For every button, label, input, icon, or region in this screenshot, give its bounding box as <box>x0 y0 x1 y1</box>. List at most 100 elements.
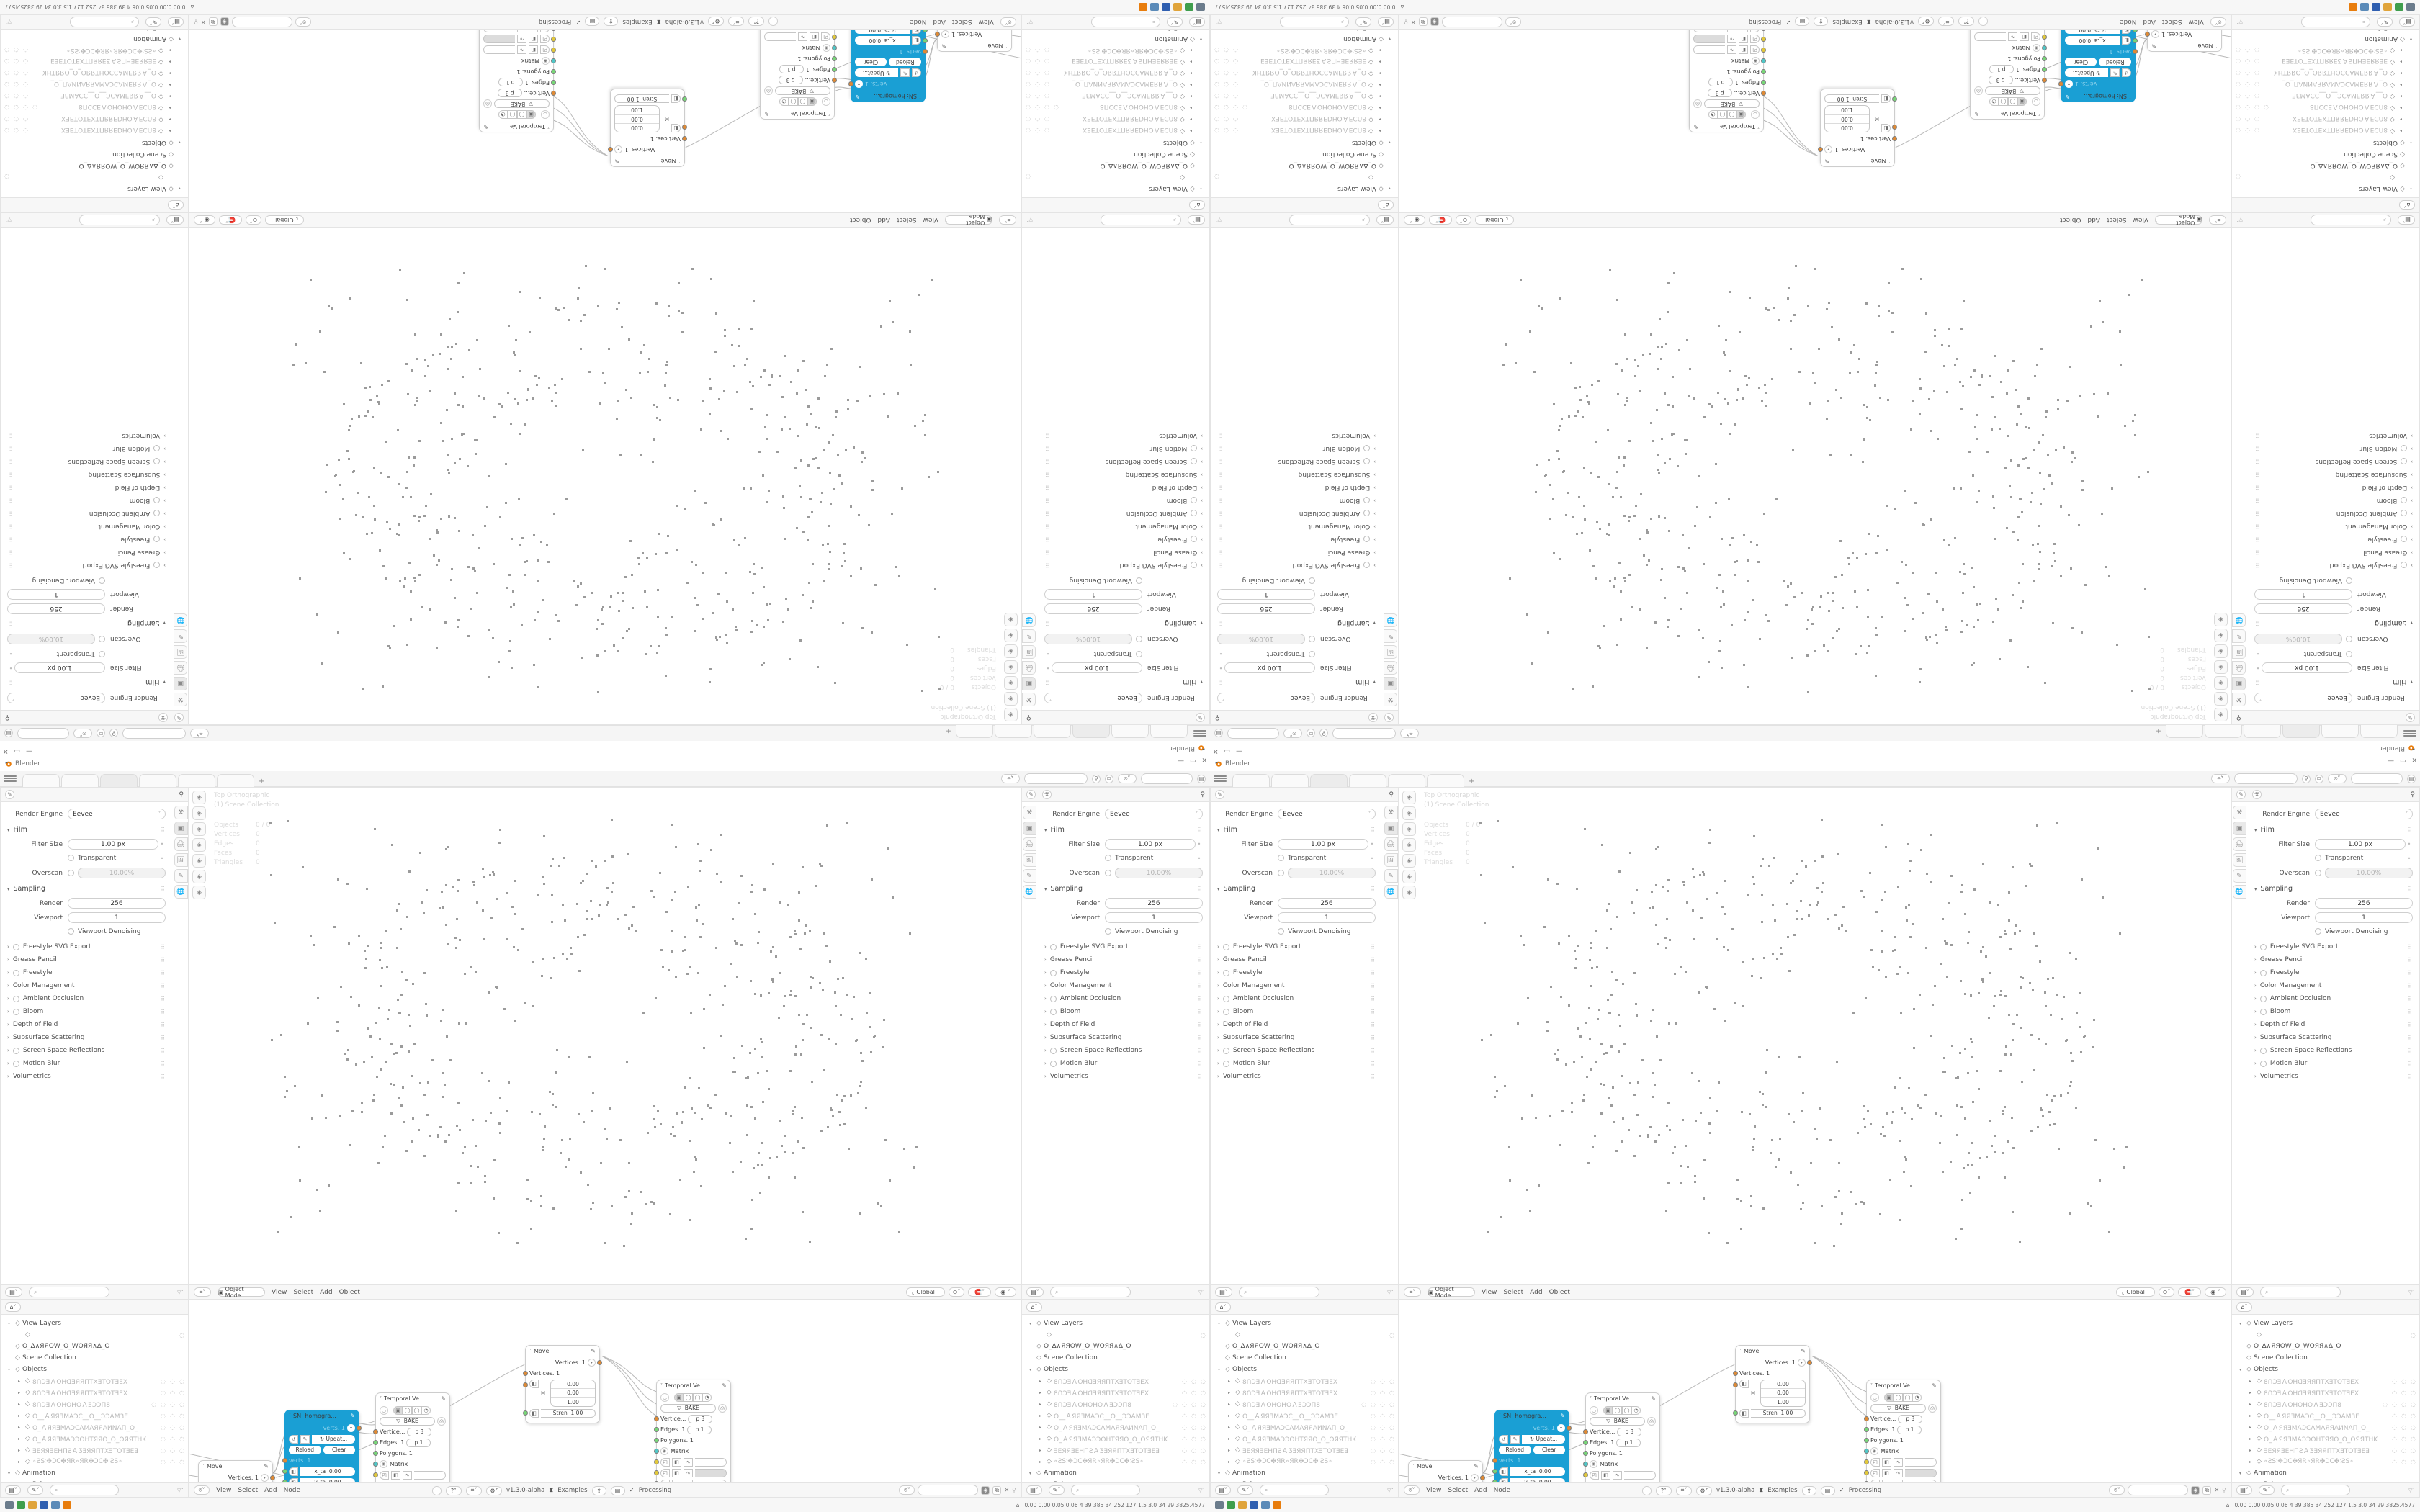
outliner-editor-icon-2[interactable]: ⌂˅ <box>2236 1302 2252 1312</box>
animate-dot-icon[interactable]: • <box>2256 665 2260 671</box>
filter-icon-2[interactable]: ▽˅ <box>5 217 12 223</box>
socket-row-Matrix[interactable]: ◉ Matrix <box>764 43 837 53</box>
pin-icon[interactable]: ⚲ <box>5 714 10 721</box>
output-tab[interactable]: 🖨 <box>2232 661 2246 675</box>
workspace-tab[interactable] <box>1232 773 1270 787</box>
socket-Vertice-[interactable] <box>654 1416 659 1421</box>
camera-icon[interactable]: ◌ <box>2411 1446 2416 1454</box>
outliner-item[interactable]: ▸ ◇ ∘ƧS∶✥ϽC✤ЯR∘ЯR✤ϽC✤∶ƧS∘ ◌ ◌ ◌ <box>1 1456 188 1467</box>
chevron-down-icon[interactable]: ▾ <box>1798 1359 1806 1367</box>
transparent-checkbox-2[interactable]: Transparent <box>1224 649 1315 660</box>
panel-bloom[interactable]: › Bloom ⠿ <box>1217 494 1376 507</box>
maximize-icon[interactable]: ▭ <box>1224 747 1231 755</box>
display-toggle-group[interactable]: ▣ ◯ ◯ ◔ <box>674 1392 712 1402</box>
outliner-item-controls[interactable]: ◌ ◌ ◌ <box>1026 82 1049 89</box>
viewport-toolbar[interactable]: ◈ ◈ ◈ ◈ ◈ ◈ ◈ <box>1003 613 1018 721</box>
clear-button[interactable]: Clear <box>2065 58 2097 67</box>
outliner-item[interactable]: ▸ ◇ O__ＡЯЯƎMAϽC__O__ϽϽAM3E ◌ ◌ ◌ <box>1211 1410 1398 1421</box>
screen-icon[interactable]: ◌ <box>1191 1400 1197 1408</box>
expand-arrow-icon[interactable]: ▾ <box>7 1367 10 1372</box>
outliner-item[interactable]: ▸◇Drivers◌ <box>1211 30 1398 33</box>
palette-icon[interactable]: ◧ <box>1739 35 1748 44</box>
clear-button[interactable]: Clear <box>1533 1445 1565 1454</box>
camera-icon[interactable]: ◌ <box>2236 81 2241 89</box>
chevron-icon[interactable]: ◌ <box>161 1423 166 1431</box>
transparent-checkbox-2[interactable]: Transparent <box>2315 852 2406 864</box>
bake-row[interactable]: ▽ BAKE ◎ <box>764 86 830 96</box>
viewport-3d[interactable]: ◈ ◈ ◈ ◈ ◈ ◈ ◈ Top Orthographic (1) Scene Colle… <box>189 212 1021 725</box>
checkbox-icon[interactable] <box>12 995 19 1002</box>
matrix-icon[interactable]: ◧ <box>1739 1380 1749 1388</box>
expand-arrow-icon[interactable]: ▸ <box>1190 48 1193 53</box>
outliner-item[interactable]: ◇ O_∆∧ЯЯOW_O_WOЯЯ∧∆_O <box>1 160 188 171</box>
sampling-section-header-2[interactable]: ▾ Sampling ⠿ <box>1217 617 1376 629</box>
view-layer-selector[interactable]: ⌾˅ <box>1283 729 1302 738</box>
node-input-row[interactable]: verts. 1 <box>855 47 928 56</box>
expand-arrow-icon[interactable]: ▸ <box>1039 1436 1041 1441</box>
scene-tab[interactable]: ✎ <box>1384 629 1398 643</box>
checkbox-icon[interactable] <box>1049 969 1057 976</box>
socket-vertices-out[interactable] <box>608 147 613 152</box>
collapse-icon[interactable]: ˅ <box>828 111 830 117</box>
socket-matrix-in[interactable] <box>682 125 687 130</box>
link-icon[interactable]: ◧ <box>1739 1408 1749 1418</box>
socket-extra-0[interactable] <box>1761 48 1766 53</box>
socket-Edges-1[interactable] <box>2042 67 2047 72</box>
overscan-checkbox[interactable] <box>1136 636 1142 642</box>
socket-extra-0[interactable] <box>551 48 556 53</box>
cube-icon[interactable]: ▣ <box>526 110 536 120</box>
display-mode-selector-2[interactable]: ▤˅ <box>2236 1287 2254 1297</box>
workspace-tab[interactable] <box>61 773 99 787</box>
eye-icon[interactable]: ◌ <box>161 1435 166 1442</box>
camera-icon[interactable]: ◌ <box>2411 1400 2416 1408</box>
outliner-item-controls[interactable]: ◌ ◌ ◌ ◌ <box>2383 1401 2416 1408</box>
camera-icon[interactable]: ◌ <box>2236 47 2241 54</box>
expand-arrow-icon[interactable]: ▸ <box>1227 1390 1230 1395</box>
properties-tab-column-2[interactable]: ⚒ ▣ 🖨 🖼 ✎ 🌐 <box>173 613 189 710</box>
shade-icon[interactable]: ◔ <box>1708 110 1718 120</box>
filter-icon[interactable]: ◌ <box>1242 104 1247 112</box>
bake-options-icon[interactable]: ◎ <box>483 99 492 109</box>
outliner-item-controls[interactable]: ◌ ◌ ◌ ◌ <box>1026 105 1059 112</box>
socket-matrix-in[interactable] <box>523 1382 528 1387</box>
script-buttons-row[interactable]: Reload Clear <box>2065 58 2131 67</box>
overscan-field[interactable]: 10.00% <box>1044 634 1132 644</box>
outliner-item-controls[interactable]: ◌ ◌ ◌ <box>1214 128 1238 135</box>
render-samples-field[interactable]: 256 <box>1278 898 1376 909</box>
outliner-item[interactable]: ▸ ◇ ƎEЯЯƎEHПƧＡƷƎЯЯПTXƎTOTƎEꓱ ◌ ◌ ◌ <box>2232 56 2419 68</box>
screen-icon[interactable]: ◌ <box>1191 1423 1197 1431</box>
filter-icon[interactable]: ◌ <box>2263 104 2269 112</box>
workspace-tab[interactable] <box>2166 725 2203 739</box>
node-move-2[interactable]: ˅Move✎Vertices. 1▾Vertices. 1◧M0.000.001… <box>2145 30 2222 52</box>
viewlayer-extra-icon[interactable]: ▤ <box>1197 774 1206 783</box>
outliner-item[interactable]: ▸ ◇ O__ＡЯЯƎMAϽC__O__ϽϽAM3E ◌ ◌ ◌ <box>1022 91 1209 102</box>
outliner-item-controls[interactable]: ◌ ◌ ◌ <box>161 1378 184 1385</box>
snap-icon[interactable]: ⊙˅ <box>949 1287 964 1297</box>
outliner-item[interactable]: ▸ ◇ 8ꓵϽƎＡOHꓷƎЯЯПTXƎTOTƎEX ◌ ◌ ◌ <box>1 1375 188 1387</box>
checkbox-icon[interactable] <box>1363 562 1371 569</box>
outliner-item-controls[interactable]: ◌ <box>2236 174 2241 181</box>
screen-icon[interactable]: ◌ <box>2401 1435 2407 1442</box>
proportional-edit-icon[interactable]: ◉ ˅ <box>2205 1287 2226 1297</box>
viewer-row-0[interactable]: ◰ ◧ ∿ <box>1974 32 2047 42</box>
pin-icon[interactable]: ⚲ <box>179 791 184 798</box>
checkbox-icon[interactable] <box>1191 445 1198 452</box>
transparent-checkbox[interactable]: Transparent <box>1052 649 1142 660</box>
camera-icon[interactable]: ◌ <box>1214 174 1219 181</box>
palette-icon[interactable]: ◧ <box>672 1479 681 1482</box>
socket-Edges-1[interactable] <box>373 1440 378 1445</box>
palette-icon[interactable]: ◧ <box>672 1468 681 1477</box>
world-tab[interactable]: 🌐 <box>2232 613 2246 627</box>
view-layer-tab[interactable]: 🖼 <box>1022 853 1036 867</box>
viewer-field-1[interactable] <box>1693 35 1725 44</box>
eye-icon[interactable]: ◌ <box>2392 1400 2398 1408</box>
socket-Matrix[interactable] <box>832 45 837 50</box>
outliner-item[interactable]: ▸ ◇ 8ꓵϽƎＡOHOHOＡƎϽϽП8 ◌ ◌ ◌ ◌ <box>2232 102 2419 114</box>
outliner-item[interactable]: ▾ ◇ Objects <box>1022 1364 1209 1375</box>
panel-freestyle-svg-export[interactable]: › Freestyle SVG Export ⠿ <box>1217 940 1376 953</box>
socket-Matrix[interactable] <box>2042 45 2047 50</box>
panel-depth-of-field[interactable]: › Depth of Field ⠿ <box>1044 481 1203 494</box>
checkbox-icon[interactable] <box>2401 458 2408 465</box>
rotate-tool-icon[interactable]: ◈ <box>1004 676 1018 690</box>
expand-arrow-icon[interactable]: ▸ <box>169 94 171 99</box>
